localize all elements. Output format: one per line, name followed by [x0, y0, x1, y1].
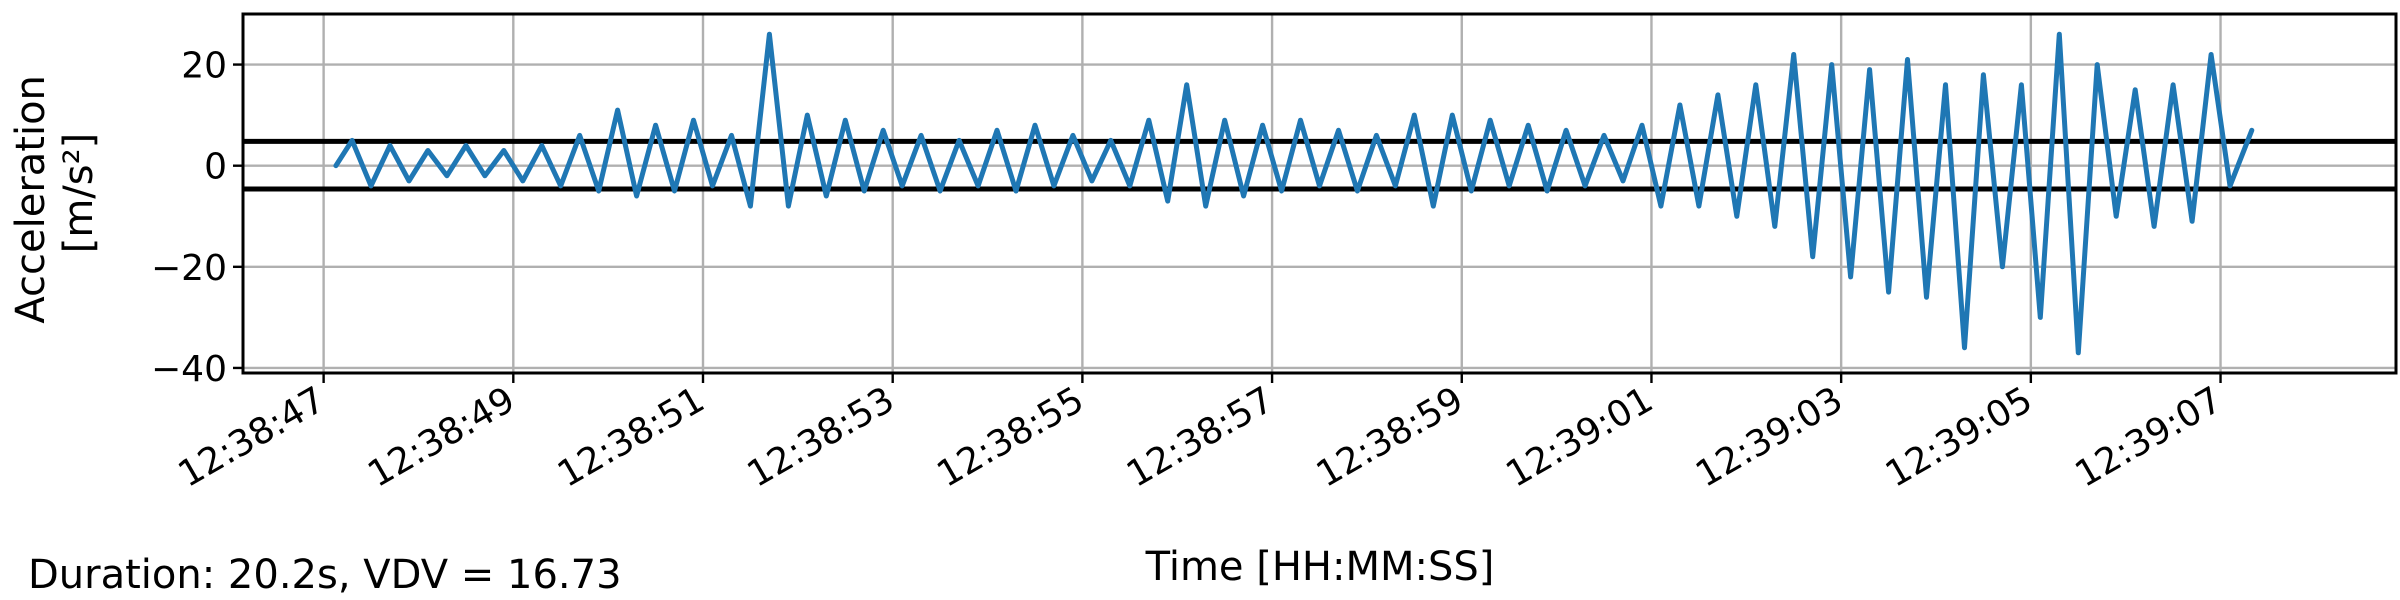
acceleration-series-line	[333, 31, 2255, 356]
series-layer	[333, 31, 2255, 356]
x-tick-label: 12:38:51	[551, 379, 712, 495]
x-tick-label: 12:39:05	[1879, 379, 2040, 495]
x-axis-label: Time [HH:MM:SS]	[1145, 544, 1495, 590]
x-ticks: 12:38:47 12:38:49 12:38:51 12:38:53 12:38:55…	[172, 373, 2229, 496]
y-axis-label-line1: Acceleration	[8, 75, 54, 324]
plot-frame	[241, 12, 2398, 375]
x-tick-label: 12:38:49	[361, 379, 522, 495]
x-tick-label: 12:38:53	[741, 379, 902, 495]
x-tick-label: 12:39:07	[2069, 379, 2230, 495]
threshold-lines	[243, 138, 2396, 192]
y-tick-label: 0	[204, 147, 227, 188]
x-tick-label: 12:39:01	[1499, 379, 1660, 495]
grid-lines	[243, 14, 2396, 373]
x-tick-label: 12:38:55	[930, 379, 1091, 495]
x-tick-label: 12:38:57	[1120, 379, 1281, 495]
x-tick-label: 12:39:03	[1689, 379, 1850, 495]
duration-vdv-footnote: Duration: 20.2s, VDV = 16.73	[28, 552, 622, 598]
y-axis-label: Acceleration [m/s²]	[8, 62, 102, 323]
y-tick-label: 20	[181, 46, 227, 87]
x-tick-label: 12:38:47	[172, 379, 333, 495]
y-axis-label-line2: [m/s²]	[56, 133, 102, 254]
y-ticks: 20 0 −20 −40	[151, 46, 243, 390]
y-tick-label: −20	[151, 248, 227, 289]
x-tick-label: 12:38:59	[1310, 379, 1471, 495]
y-tick-label: −40	[151, 349, 227, 390]
